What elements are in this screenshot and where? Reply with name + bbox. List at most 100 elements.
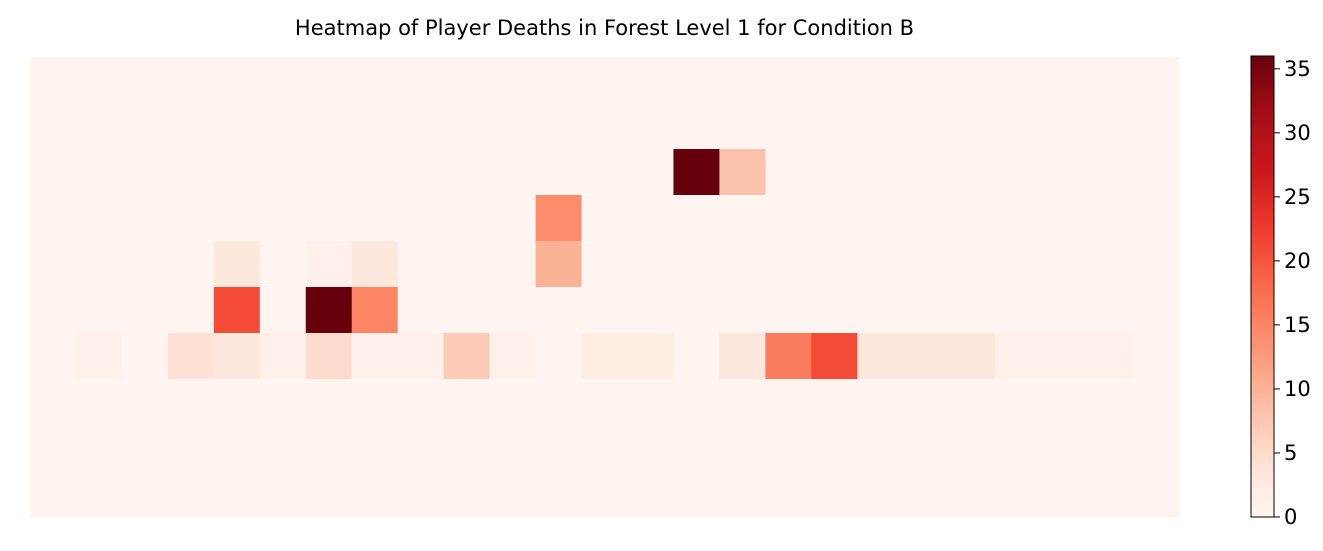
heatmap-cell [1041,149,1088,196]
heatmap-cell [121,149,169,196]
heatmap-cell [1133,287,1180,334]
heatmap-cell [75,103,123,150]
heatmap-cell [535,333,583,380]
heatmap-cell [305,149,353,196]
heatmap-cell [259,241,307,288]
heatmap-cell [213,333,261,380]
heatmap-cell [1041,471,1088,518]
heatmap-cell [443,471,491,518]
heatmap-cell [213,103,261,150]
heatmap-cell [673,425,720,472]
heatmap-cell [765,57,812,104]
heatmap-cell [627,471,675,518]
heatmap-cell [535,425,583,472]
heatmap-cell [1133,471,1180,518]
heatmap-cell [581,471,629,518]
heatmap-cell [535,149,583,196]
heatmap-cell [30,57,77,104]
heatmap-cell [995,149,1042,196]
heatmap-cell [443,57,491,104]
colorbar-tick-label: 0 [1284,505,1297,529]
heatmap-cell [949,471,996,518]
heatmap-cell [167,149,215,196]
heatmap-cell [949,333,996,380]
heatmap-cell [259,471,307,518]
heatmap-cell [949,103,996,150]
heatmap-cell [903,287,950,334]
heatmap-cell [397,379,445,426]
heatmap-cell [167,333,215,380]
heatmap-cell [857,379,904,426]
heatmap-cell [75,57,123,104]
heatmap-cell [765,149,812,196]
heatmap-cell [213,241,261,288]
heatmap-cell [259,425,307,472]
heatmap-cell [351,241,399,288]
heatmap-cell [351,425,399,472]
heatmap-cell [167,241,215,288]
heatmap-cell [995,287,1042,334]
heatmap-cell [581,57,629,104]
heatmap-cell [305,471,353,518]
heatmap-cell [30,149,77,196]
heatmap-cell [397,103,445,150]
heatmap-cell [1087,333,1134,380]
heatmap-cell [30,379,77,426]
heatmap-cell [995,57,1042,104]
heatmap-cell [995,195,1042,242]
colorbar-tick-label: 25 [1284,185,1311,209]
heatmap-cell [259,379,307,426]
heatmap-cell [305,287,353,334]
heatmap-cell [1041,287,1088,334]
heatmap-cell [213,149,261,196]
heatmap-cell [627,241,675,288]
heatmap-cell [949,425,996,472]
heatmap-cell [811,379,858,426]
heatmap-cell [535,103,583,150]
heatmap-cell [1087,241,1134,288]
heatmap-cell [719,149,766,196]
heatmap-cell [857,425,904,472]
heatmap-cell [30,241,77,288]
heatmap-cell [581,195,629,242]
colorbar-tick-label: 10 [1284,377,1311,401]
heatmap-cell [305,333,353,380]
heatmap-cell [673,241,720,288]
heatmap-cell [765,103,812,150]
heatmap-cell [121,195,169,242]
heatmap-cell [397,241,445,288]
heatmap-cell [949,241,996,288]
heatmap-cell [1133,379,1180,426]
heatmap-cell [167,195,215,242]
heatmap-cell [811,287,858,334]
heatmap-cell [627,425,675,472]
heatmap-cell [673,57,720,104]
heatmap-cell [489,379,537,426]
heatmap-cell [811,333,858,380]
heatmap-cell [30,287,77,334]
heatmap-cell [1041,379,1088,426]
heatmap-cell [949,379,996,426]
heatmap-cell [1133,195,1180,242]
heatmap-cell [949,57,996,104]
heatmap-cell [673,333,720,380]
heatmap-cell [765,471,812,518]
heatmap-cell [581,379,629,426]
heatmap-cell [765,379,812,426]
heatmap-cell [719,471,766,518]
heatmap-cell [75,379,123,426]
heatmap-cell [167,103,215,150]
heatmap-cell [1041,333,1088,380]
heatmap-cell [443,287,491,334]
heatmap-cell [995,241,1042,288]
heatmap-cell [1041,195,1088,242]
heatmap-cell [1087,103,1134,150]
heatmap-cell [903,471,950,518]
heatmap-cell [535,471,583,518]
heatmap-cell [811,103,858,150]
heatmap-cell [719,379,766,426]
heatmap-cell [489,103,537,150]
heatmap-cell [627,103,675,150]
heatmap-cell [765,287,812,334]
